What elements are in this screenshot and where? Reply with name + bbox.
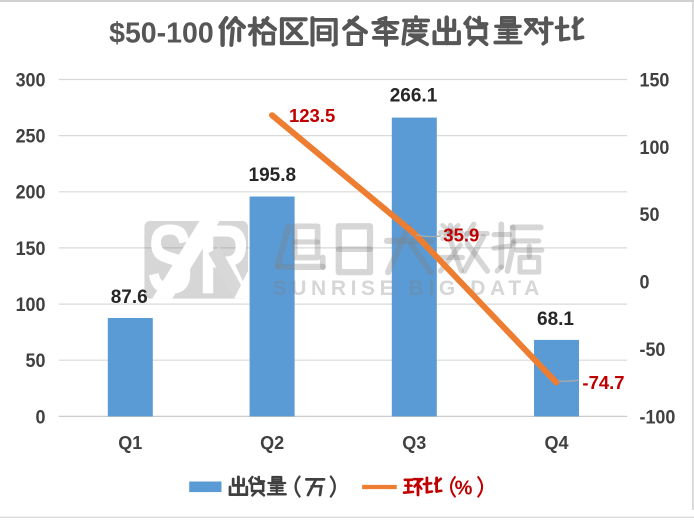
- svg-text:Q3: Q3: [402, 433, 426, 453]
- svg-text:300: 300: [16, 69, 46, 91]
- svg-text:$50-100: $50-100: [109, 18, 214, 50]
- svg-text:0: 0: [640, 271, 650, 293]
- svg-text:-74.7: -74.7: [582, 372, 624, 393]
- svg-text:100: 100: [16, 293, 46, 315]
- svg-text:195.8: 195.8: [249, 165, 297, 186]
- svg-text:50: 50: [26, 350, 46, 372]
- svg-text:150: 150: [640, 69, 670, 91]
- svg-text:Q2: Q2: [260, 433, 284, 453]
- svg-text:0: 0: [36, 406, 46, 428]
- svg-text:-50: -50: [640, 338, 666, 360]
- svg-text:100: 100: [640, 136, 670, 158]
- svg-text:87.6: 87.6: [111, 287, 148, 308]
- svg-text:266.1: 266.1: [390, 86, 438, 107]
- svg-text:Q1: Q1: [118, 433, 142, 453]
- svg-text:200: 200: [16, 181, 46, 203]
- svg-text:35.9: 35.9: [443, 225, 479, 246]
- svg-text:Q4: Q4: [544, 433, 568, 453]
- svg-text:50: 50: [640, 204, 660, 226]
- svg-text:-100: -100: [640, 406, 676, 428]
- svg-text:123.5: 123.5: [289, 105, 335, 126]
- svg-text:250: 250: [16, 125, 46, 147]
- svg-text:150: 150: [16, 237, 46, 259]
- svg-text:68.1: 68.1: [537, 309, 574, 330]
- svg-text:SUNRISE BIG DATA: SUNRISE BIG DATA: [273, 277, 544, 300]
- svg-text:%: %: [455, 477, 473, 499]
